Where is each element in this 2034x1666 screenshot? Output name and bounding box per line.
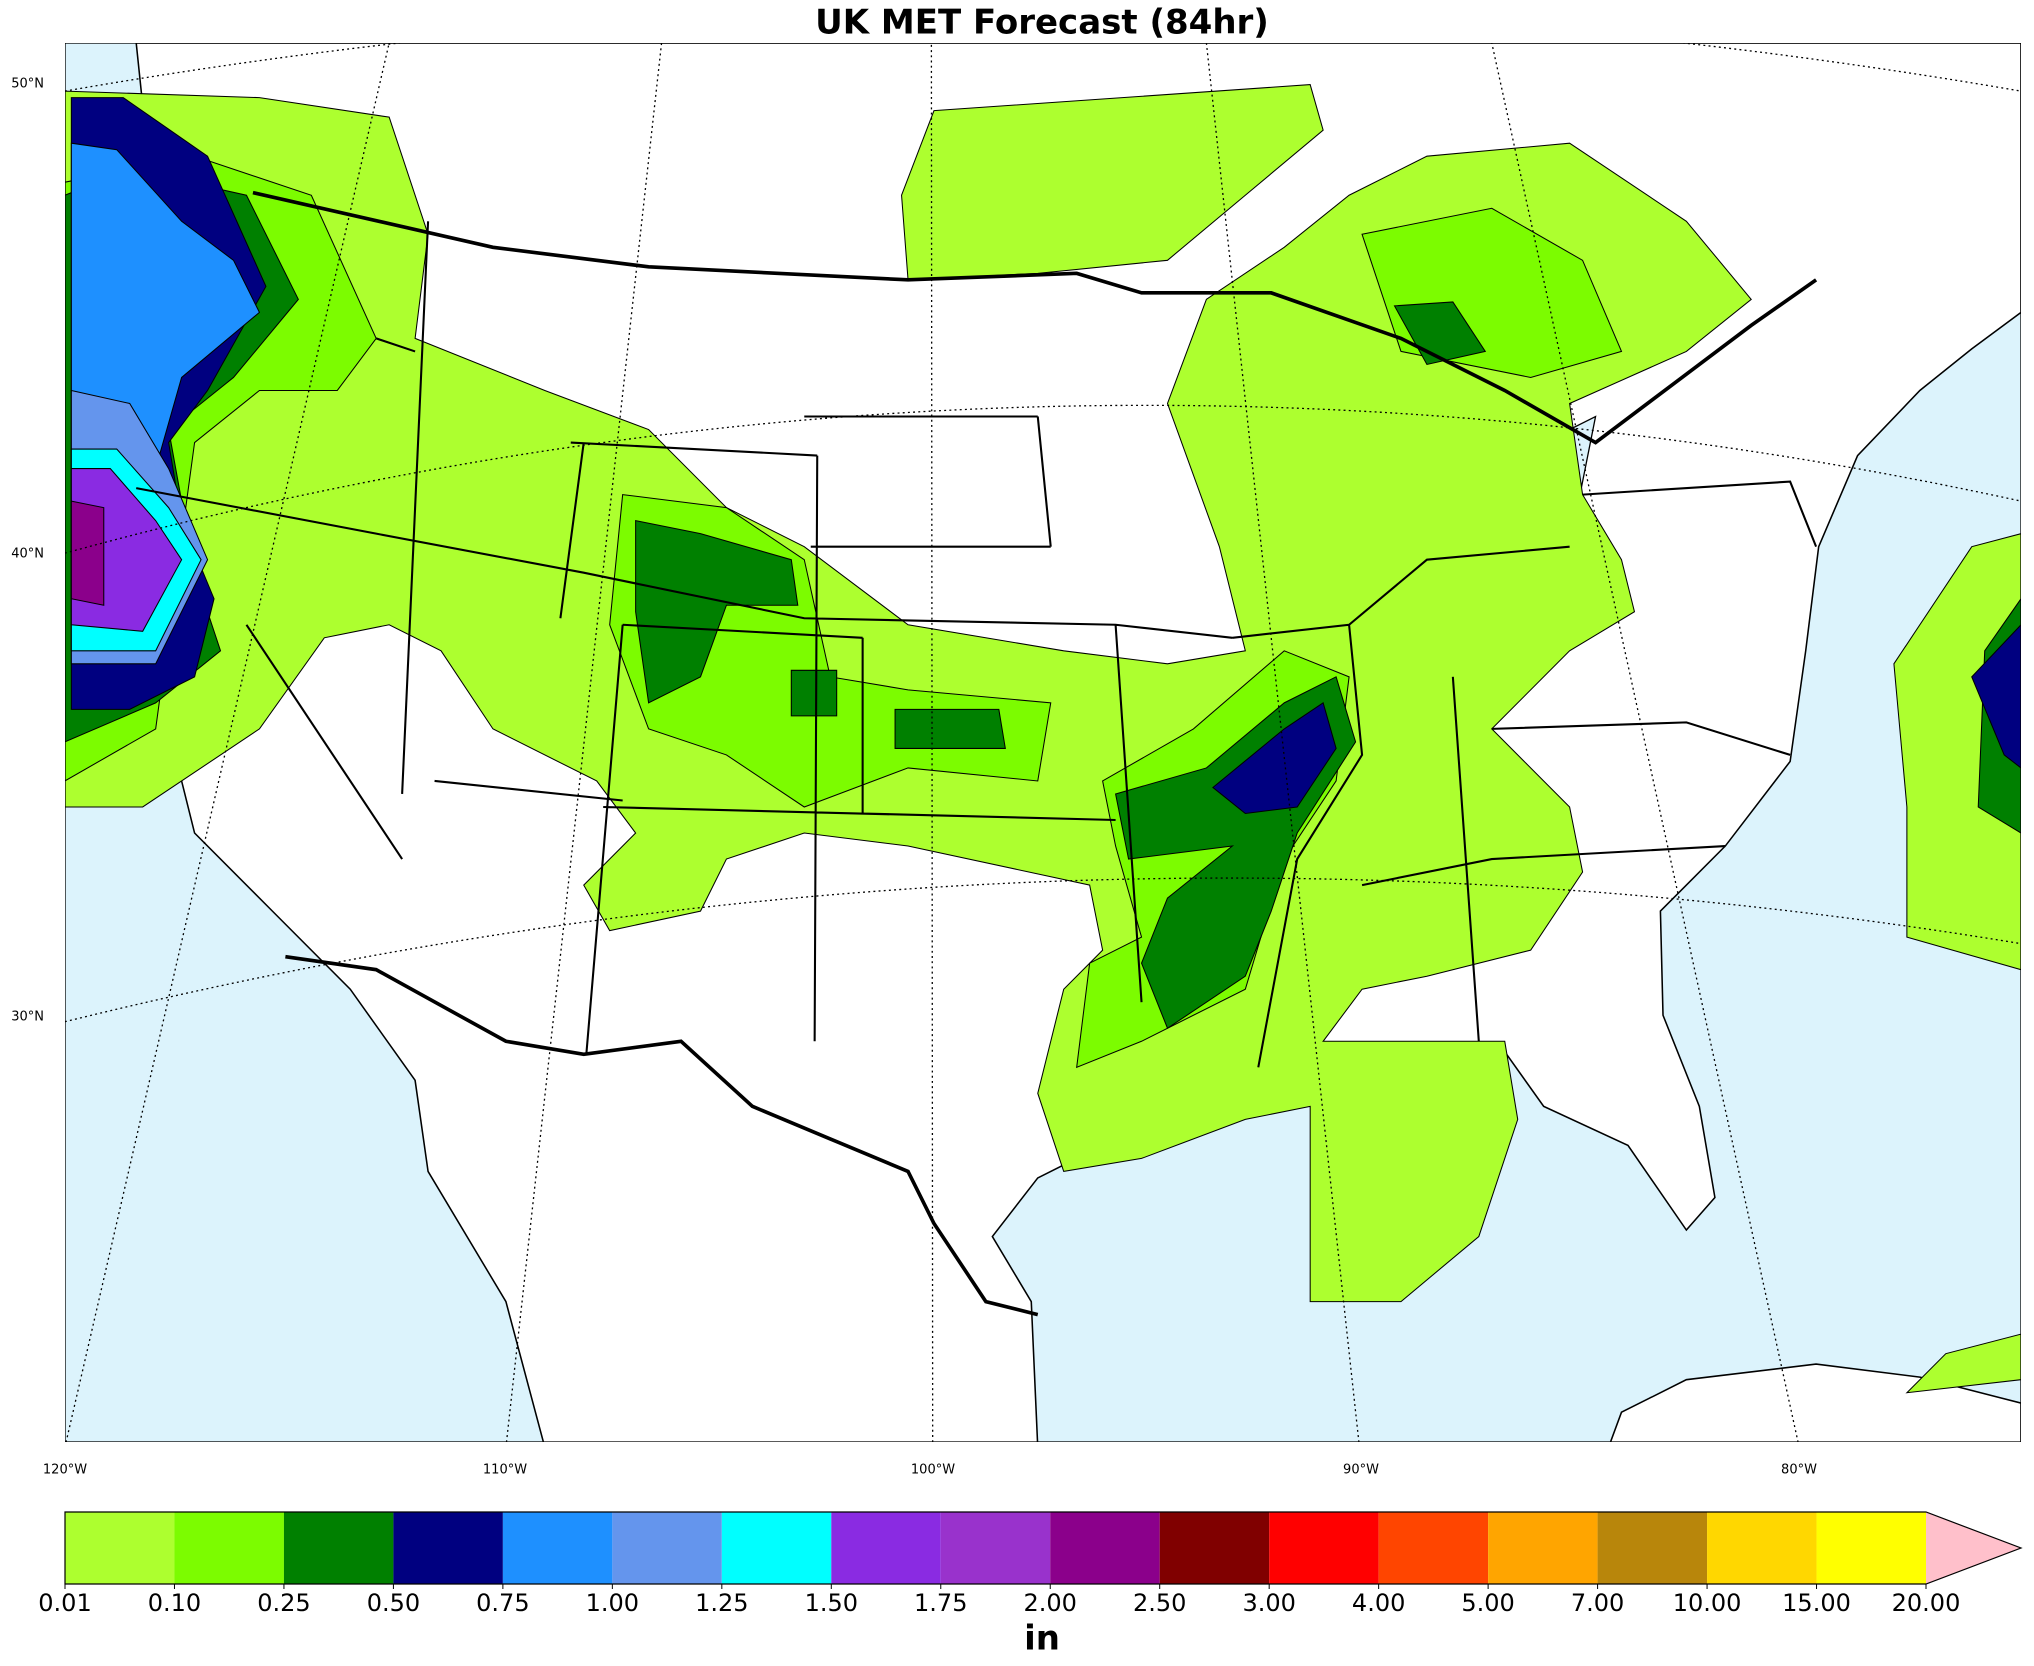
precipitation xyxy=(65,84,2021,1394)
colorbar-bin xyxy=(1816,1512,1926,1584)
colorbar-tick-label: 0.25 xyxy=(257,1589,310,1617)
political-borders xyxy=(136,190,1818,1317)
colorbar-bin xyxy=(1050,1512,1160,1584)
colorbar-tick-label: 0.75 xyxy=(476,1589,529,1617)
latitude-label: 50°N xyxy=(11,77,44,92)
colorbar-bin xyxy=(1378,1512,1489,1584)
colorbar-tick-label: 0.50 xyxy=(367,1589,420,1617)
colorbar-tick-label: 5.00 xyxy=(1461,1589,1514,1617)
colorbar-tick-label: 3.00 xyxy=(1242,1589,1295,1617)
latitude-label: 40°N xyxy=(11,547,44,562)
colorbar-tick-label: 15.00 xyxy=(1782,1589,1851,1617)
colorbar-tick-label: 1.00 xyxy=(586,1589,639,1617)
colorbar-bin xyxy=(393,1512,503,1584)
longitude-label: 120°W xyxy=(43,1463,87,1478)
colorbar-bin xyxy=(283,1512,394,1584)
colorbar-bin xyxy=(1159,1512,1270,1584)
longitude-label: 110°W xyxy=(483,1463,527,1478)
colorbar-bin xyxy=(65,1512,175,1584)
colorbar-bin xyxy=(1597,1512,1708,1584)
colorbar-bin xyxy=(940,1512,1051,1584)
colorbar-tick-label: 2.00 xyxy=(1024,1589,1077,1617)
colorbar-tick-label: 1.50 xyxy=(805,1589,858,1617)
colorbar-bin xyxy=(502,1512,613,1584)
map xyxy=(65,43,2021,1442)
colorbar: 0.01 0.10 0.25 0.50 0.75 1.00 1.25 1.50 1.75 2.00… xyxy=(38,1511,2023,1617)
longitude-label: 80°W xyxy=(1781,1463,1817,1478)
longitude-label: 100°W xyxy=(911,1463,955,1478)
colorbar-bin xyxy=(1269,1512,1379,1584)
colorbar-bin xyxy=(174,1512,284,1584)
axis-labels: 50°N 40°N 30°N 120°W 110°W 100°W 90°W 80°W xyxy=(11,77,1817,1478)
colorbar-outline xyxy=(64,1511,2023,1585)
colorbar-bin xyxy=(831,1512,941,1584)
colorbar-tick-label: 0.10 xyxy=(148,1589,201,1617)
longitude-label: 90°W xyxy=(1343,1463,1379,1478)
colorbar-tick-label: 0.01 xyxy=(38,1589,91,1617)
colorbar-bin xyxy=(721,1512,832,1584)
colorbar-tick-label: 2.50 xyxy=(1133,1589,1186,1617)
colorbar-unit: in xyxy=(1024,1619,1060,1659)
colorbar-tick-label: 1.75 xyxy=(914,1589,967,1617)
graticule xyxy=(65,43,2021,1442)
colorbar-tick-label: 10.00 xyxy=(1673,1589,1742,1617)
colorbar-bin xyxy=(612,1512,722,1584)
colorbar-bin xyxy=(1707,1512,1817,1584)
colorbar-bin xyxy=(1488,1512,1598,1584)
latitude-label: 30°N xyxy=(11,1010,44,1025)
map-title: UK MET Forecast (84hr) xyxy=(815,3,1269,43)
colorbar-tick-label: 20.00 xyxy=(1892,1589,1961,1617)
colorbar-tick-label: 1.25 xyxy=(695,1589,748,1617)
colorbar-tick-label: 4.00 xyxy=(1352,1589,1405,1617)
colorbar-tick-label: 7.00 xyxy=(1571,1589,1624,1617)
colorbar-extension xyxy=(1926,1512,2021,1584)
